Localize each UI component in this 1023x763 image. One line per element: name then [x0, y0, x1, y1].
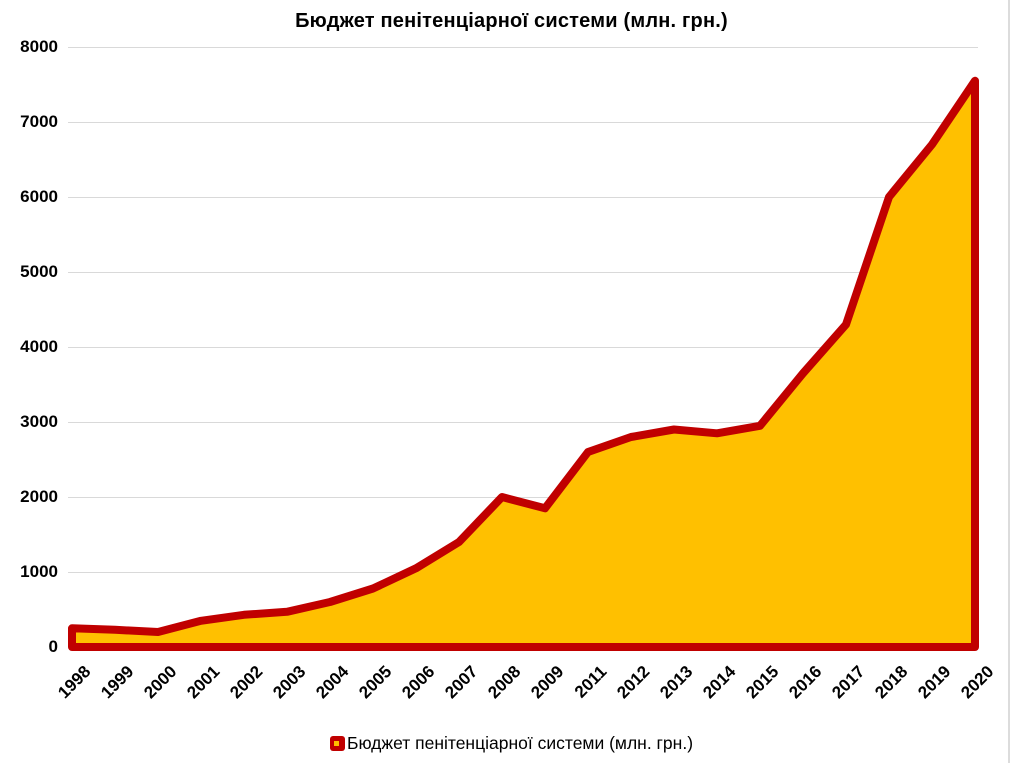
- gridline: [68, 497, 978, 498]
- gridline: [68, 47, 978, 48]
- gridline: [68, 422, 978, 423]
- y-axis-tick-label: 1000: [20, 562, 58, 581]
- window-border: [1008, 0, 1010, 763]
- y-axis-tick-label: 2000: [20, 487, 58, 506]
- y-axis-tick-label: 7000: [20, 112, 58, 131]
- chart-title: Бюджет пенітенціарної системи (млн. грн.…: [295, 10, 728, 32]
- gridline: [68, 347, 978, 348]
- y-axis-tick-label: 3000: [20, 412, 58, 431]
- gridline: [68, 122, 978, 123]
- y-axis-tick-label: 0: [48, 637, 58, 656]
- legend-marker-dot-icon: [333, 741, 339, 746]
- y-axis-tick-label: 5000: [20, 262, 58, 281]
- legend-label: Бюджет пенітенціарної системи (млн. грн.…: [346, 733, 694, 753]
- y-axis-tick-label: 4000: [20, 337, 58, 356]
- legend: Бюджет пенітенціарної системи (млн. грн.…: [0, 733, 1023, 754]
- gridline: [68, 272, 978, 273]
- y-axis-tick-label: 8000: [20, 37, 58, 56]
- legend-marker-icon: [329, 736, 345, 751]
- gridline: [68, 197, 978, 198]
- y-axis-tick-label: 6000: [20, 187, 58, 206]
- area-series: [68, 76, 979, 651]
